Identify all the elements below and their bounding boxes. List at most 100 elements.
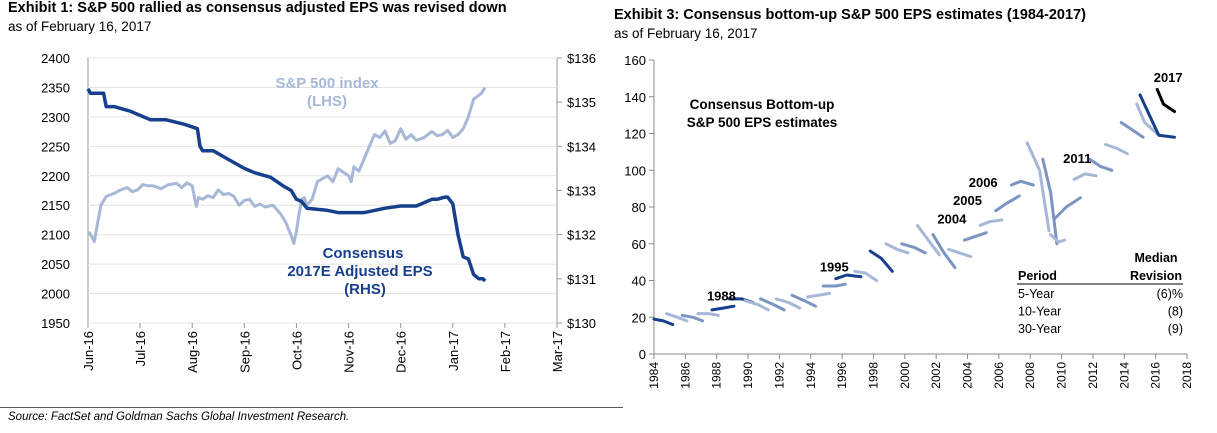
exhibit1-subtitle: as of February 16, 2017 [8,19,152,34]
eps-estimate-line-1991 [759,297,786,312]
exhibit1-chart: 1950 2000 2050 2100 2150 2200 2250 2300 2350 2400… [41,51,596,373]
exhibit1-right-tick-label: $132 [567,228,596,243]
exhibit1-left-tick-label: 2050 [41,257,70,272]
exhibit3-annotation-line2: S&P 500 EPS estimates [687,115,838,130]
eps-estimate-line-2007 [1009,179,1035,187]
eps-estimate-line-2015 [1135,102,1161,137]
table-row-value: (8) [1168,305,1183,319]
exhibit1-x-tick-label: Jun-16 [81,331,96,371]
table-row-period: 10-Year [1018,305,1061,319]
eps-estimate-line-2005 [978,218,1004,227]
exhibit3-y-tick-label: 60 [632,237,646,252]
table-row-value: (6)% [1157,287,1183,301]
eps-estimate-line-2009b [1049,233,1067,244]
exhibit1-x-tick-label: Jul-16 [133,331,148,366]
exhibit3-y-tick-label: 20 [632,310,646,325]
eps-estimate-line-2014 [1119,121,1145,139]
eps-estimate-line-2013 [1104,143,1129,156]
exhibit1-right-tick-label: $131 [567,272,596,287]
exhibit3-x-tick-label: 2014 [1117,362,1131,389]
eps-estimate-line-2016 [1138,93,1176,139]
eps-estimate-line-2010 [1053,196,1082,220]
exhibit3-chart: 0 20 40 60 80 100 120 140 160 1984 1986 1988 1990 199… [624,53,1194,389]
exhibit3-y-tick-label: 160 [624,53,646,68]
exhibit3-x-tick-label: 2004 [961,362,975,389]
eps-estimate-line-2009 [1041,157,1059,246]
exhibit3-y-tick-label: 0 [639,347,646,362]
exhibit3-x-tick-label: 1988 [710,362,724,389]
sp500-index-line [86,86,487,245]
exhibit1-x-tick-label: Jan-17 [446,331,461,371]
sp500-annotation-line1: S&P 500 index [275,75,379,92]
year-label-2011: 2011 [1063,151,1091,166]
eps-estimate-line-2006 [994,194,1021,213]
eps-estimate-line-1992 [774,297,802,310]
exhibit1-left-tick-label: 2150 [41,198,70,213]
sp500-annotation-line2: (LHS) [307,93,347,110]
eps-estimate-line-1996 [834,273,863,281]
exhibit1-left-tick-label: 2200 [41,169,70,184]
eps-estimate-line-1999 [884,242,910,255]
exhibit1-right-tick-label: $133 [567,184,596,199]
exhibit3-x-tick-label: 2010 [1055,362,1069,389]
exhibit3-x-tick-label: 2008 [1023,362,1037,389]
exhibit1-left-tick-label: 1950 [41,316,70,331]
eps-estimate-line-1993 [790,293,817,308]
exhibit1-right-tick-label: $130 [567,316,596,331]
exhibit1-left-tick-label: 2350 [41,80,70,95]
exhibit3-x-tick-label: 2006 [992,362,1006,389]
year-label-2017: 2017 [1154,70,1183,85]
source-note: Source: FactSet and Goldman Sachs Global… [8,411,350,423]
eps-estimate-line-2000 [900,242,927,255]
eps-estimate-line-1987 [696,312,720,317]
year-label-2005: 2005 [953,193,982,208]
exhibit3-y-tick-label: 120 [624,127,646,142]
exhibit1-left-tick-label: 2400 [41,51,70,66]
footer-rule [0,407,623,408]
eps-estimate-line-2012 [1088,157,1114,172]
exhibit1-right-tick-label: $134 [567,139,596,154]
exhibit1-title: Exhibit 1: S&P 500 rallied as consensus … [8,0,507,16]
exhibit3-x-tick-label: 1992 [772,362,786,389]
eps-annotation-line2: 2017E Adjusted EPS [287,263,432,280]
eps-estimate-line-2008 [1025,141,1051,233]
eps-annotation-line3: (RHS) [344,281,386,298]
exhibit3-x-tick-label: 1984 [647,362,661,389]
exhibit3-y-tick-label: 140 [624,90,646,105]
exhibit3-x-tick-label: 1990 [741,362,755,389]
exhibit3-y-tick-label: 40 [632,274,646,289]
consensus-eps-line [86,88,487,283]
exhibit3-x-tick-label: 2000 [898,362,912,389]
year-label-1995: 1995 [820,259,849,274]
table-header-period: Period [1018,269,1057,283]
exhibit1-right-tick-label: $135 [567,95,596,110]
year-label-2006: 2006 [969,175,998,190]
exhibit3-subtitle: as of February 16, 2017 [614,26,758,41]
exhibit1-x-tick-label: Dec-16 [394,331,409,373]
exhibit1-left-tick-label: 2000 [41,287,70,302]
exhibit3-x-tick-label: 1994 [804,362,818,389]
exhibit3-y-tick-label: 100 [624,163,646,178]
exhibit1-x-tick-label: Oct-16 [289,331,304,370]
eps-estimate-line-2017 [1155,87,1176,113]
exhibit3-annotation-line1: Consensus Bottom-up [690,97,835,112]
exhibit3-x-tick-label: 2002 [929,362,943,389]
table-header-median: Median [1134,251,1177,265]
eps-estimate-line-1986 [680,313,705,323]
exhibit3-y-tick-label: 80 [632,200,646,215]
eps-estimate-line-1984 [652,317,675,327]
eps-estimate-line-2001 [915,223,941,257]
eps-estimate-line-2003 [947,247,973,259]
table-row-value: (9) [1168,322,1183,336]
eps-estimate-line-2002 [931,233,957,270]
exhibit1-x-tick-label: Sep-16 [237,331,252,373]
exhibit3-title: Exhibit 3: Consensus bottom-up S&P 500 E… [614,7,1086,23]
eps-estimate-line-1998 [868,249,894,273]
table-row-period: 30-Year [1018,322,1061,336]
eps-estimate-line-2004 [962,231,988,242]
exhibit1-left-tick-label: 2100 [41,228,70,243]
eps-annotation-line1: Consensus [323,245,404,262]
exhibit1-left-tick-label: 2300 [41,110,70,125]
exhibit3-x-tick-label: 1998 [866,362,880,389]
eps-estimate-line-1997 [853,269,879,282]
